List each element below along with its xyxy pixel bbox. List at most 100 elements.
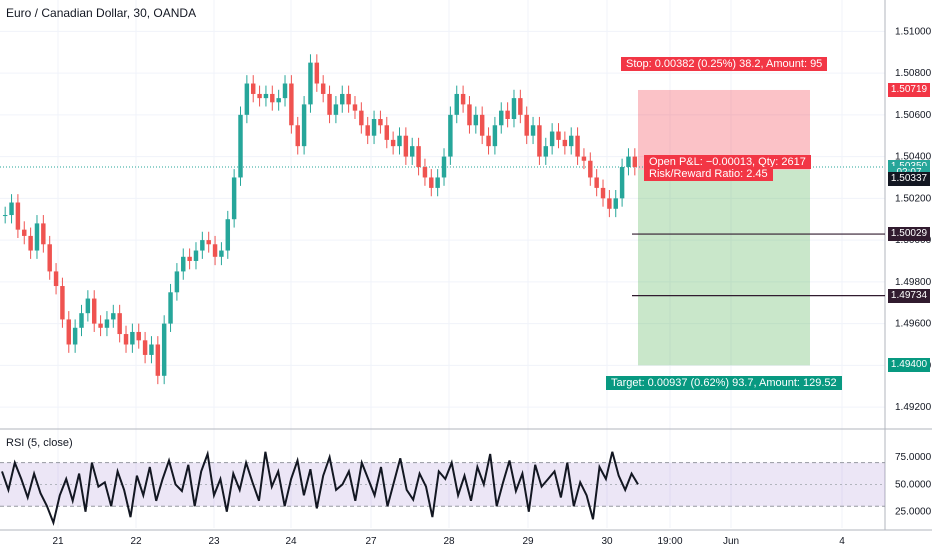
candle-body [543,146,549,157]
candle-body [85,298,91,314]
candle-body [537,125,542,157]
candle-body [530,125,536,136]
candle-body [314,62,320,84]
candle-body [136,331,141,341]
candle-body [276,98,281,103]
price-tag: 1.50029 [888,227,930,242]
risk-reward-label: Risk/Reward Ratio: 2.45 [644,167,773,181]
candle-body [212,244,218,257]
candle-body [149,344,154,355]
candle-body [568,135,574,147]
candle-body [613,198,618,209]
candle-body [187,256,192,261]
candle-body [104,319,110,328]
candle-body [15,202,21,230]
candle-body [607,198,612,209]
candle-body [479,114,485,136]
y-tick-label: 1.49200 [895,402,932,413]
rsi-tick-label: 75.0000 [895,452,932,463]
y-tick-label: 1.51000 [895,26,932,37]
price-tag: 1.49400 [888,358,930,373]
stop-label: Stop: 0.00382 (0.25%) 38.2, Amount: 95 [621,57,828,71]
pnl-label: Open P&L: −0.00013, Qty: 2617 [644,155,811,169]
candle-body [505,110,510,120]
x-tick-label: 28 [443,536,455,547]
y-tick-label: 1.50200 [895,193,932,204]
candle-body [219,250,224,257]
candle-body [53,271,59,287]
candle-body [499,110,504,126]
price-tag: 1.50337 [888,171,930,186]
candle-body [91,298,97,324]
candle-body [301,104,307,147]
rsi-tick-label: 25.0000 [895,507,932,518]
candle-body [295,125,300,147]
candle-body [244,83,250,115]
candle-body [181,256,186,272]
y-tick-label: 1.49800 [895,277,932,288]
candle-body [47,244,52,272]
candle-body [250,83,256,94]
candle-body [371,119,377,136]
candle-body [403,135,409,157]
candle-body [492,125,498,147]
price-tag: 1.50719 [888,82,930,97]
x-tick-label: 30 [601,536,613,547]
candle-body [225,219,231,251]
candle-body [282,83,288,99]
x-tick-label: 29 [522,536,534,547]
candle-body [600,187,606,199]
candle-body [206,240,211,245]
candle-body [594,177,599,188]
price-tag: 1.49734 [888,288,930,303]
candle-body [66,319,72,345]
candle-body [524,114,529,136]
candle-body [340,93,345,105]
candle-body [397,135,402,147]
candle-body [390,139,396,147]
candle-body [632,156,638,168]
candle-body [22,229,27,236]
y-tick-label: 1.50800 [895,68,932,79]
candle-body [308,62,313,105]
candle-body [60,286,65,320]
candle-body [352,104,358,111]
x-tick-label: 24 [285,536,297,547]
candle-body [123,334,129,345]
candle-body [130,331,135,345]
x-tick-label: 4 [839,536,845,547]
candle-body [34,223,40,251]
candle-body [193,250,199,261]
candle-body [200,240,205,251]
candle-body [562,139,568,147]
candle-body [409,146,415,157]
candle-body [454,93,459,115]
candle-body [257,93,262,99]
chart-title: Euro / Canadian Dollar, 30, OANDA [6,6,197,20]
candle-body [327,93,332,115]
candle-body [320,83,326,94]
y-tick-label: 1.50400 [895,152,932,163]
candle-body [460,93,466,105]
x-tick-label: Jun [723,536,739,547]
candle-body [365,125,370,136]
rsi-line [1,450,639,526]
candle-body [346,93,351,105]
candle-body [359,110,364,126]
candle-body [619,167,625,199]
candle-body [79,313,84,328]
candle-body [581,156,587,161]
y-tick-label: 1.49600 [895,319,932,330]
candle-body [41,223,46,245]
x-tick-label: 22 [130,536,142,547]
candle-body [378,119,383,126]
candle-body [626,156,631,168]
candle-body [384,125,390,140]
candle-body [518,98,523,115]
candle-body [98,323,103,328]
candle-body [435,177,440,188]
candle-body [161,323,167,376]
candle-body [441,156,447,178]
rsi-band [0,462,885,507]
